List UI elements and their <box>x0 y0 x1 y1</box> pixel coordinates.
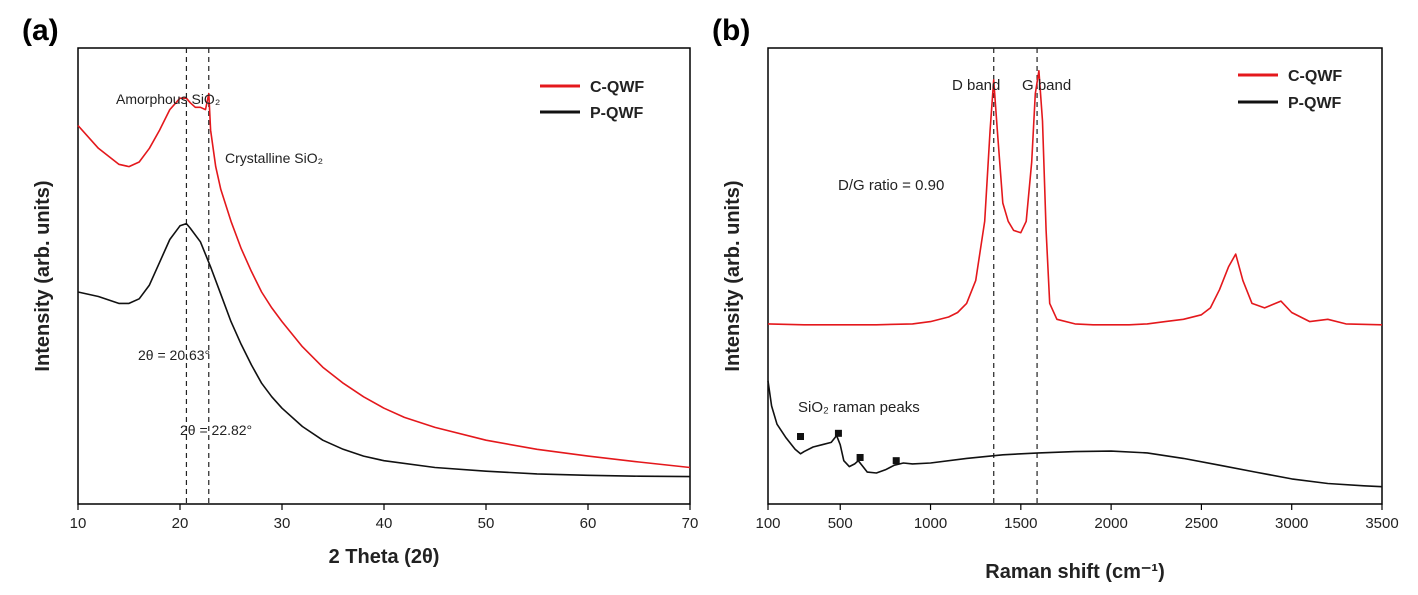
legend-a: C-QWF P-QWF <box>540 79 644 122</box>
legend-b: C-QWF P-QWF <box>1238 68 1342 112</box>
x-tick-label-a-1: 20 <box>172 515 189 532</box>
series-line-p-qwf-b <box>767 380 1383 488</box>
x-tick-label-a-0: 10 <box>70 515 87 532</box>
annotation-amorphous: Amorphous SiO₂ <box>116 91 220 107</box>
annotation-crystalline: Crystalline SiO₂ <box>225 150 323 166</box>
x-tick-label-b-5: 2500 <box>1185 515 1218 532</box>
annotation-g-band: G band <box>1022 77 1071 94</box>
legend-label-p-qwf-a: P-QWF <box>590 105 644 122</box>
x-tick-label-a-3: 40 <box>376 515 393 532</box>
annotation-dg-ratio: D/G ratio = 0.90 <box>838 177 944 194</box>
x-tick-label-a-5: 60 <box>580 515 597 532</box>
plot-frame-b <box>767 47 1383 505</box>
sio2-peak-marker-2 <box>856 453 864 461</box>
series-line-c-qwf-b <box>767 70 1383 326</box>
panel-b: (b) 100 500 1000 1500 2000 2500 3000 3500 Raman… <box>712 14 1399 583</box>
sio2-peak-marker-0 <box>797 433 805 441</box>
x-tick-label-b-0: 100 <box>755 515 780 532</box>
x-tick-label-a-6: 70 <box>682 515 699 532</box>
legend-label-c-qwf-a: C-QWF <box>590 79 644 96</box>
x-tick-label-b-1: 500 <box>828 515 853 532</box>
panel-a: (a) 10 20 30 40 50 60 70 2 Theta (2θ) Intensit… <box>22 14 698 568</box>
y-axis-title-a: Intensity (arb. units) <box>32 180 54 371</box>
x-tick-label-b-6: 3000 <box>1275 515 1308 532</box>
x-tick-label-a-2: 30 <box>274 515 291 532</box>
sio2-peak-marker-1 <box>834 429 842 437</box>
panel-label-a: (a) <box>22 14 59 47</box>
x-tick-label-b-3: 1500 <box>1004 515 1037 532</box>
legend-label-p-qwf-b: P-QWF <box>1288 95 1342 112</box>
annotation-2theta-20: 2θ = 20.63° <box>138 347 210 363</box>
annotation-2theta-22: 2θ = 22.82° <box>180 422 252 438</box>
x-tick-label-b-2: 1000 <box>914 515 947 532</box>
x-tick-label-a-4: 50 <box>478 515 495 532</box>
x-tick-label-b-7: 3500 <box>1365 515 1398 532</box>
legend-label-c-qwf-b: C-QWF <box>1288 68 1342 85</box>
series-line-c-qwf-a <box>77 92 691 469</box>
x-axis-title-b: Raman shift (cm⁻¹) <box>985 561 1164 583</box>
annotation-sio2-raman: SiO₂ raman peaks <box>798 399 920 416</box>
panel-label-b: (b) <box>712 14 750 47</box>
y-axis-title-b: Intensity (arb. units) <box>722 180 744 371</box>
x-axis-title-a: 2 Theta (2θ) <box>329 546 440 568</box>
annotation-d-band: D band <box>952 77 1000 94</box>
x-tick-label-b-4: 2000 <box>1094 515 1127 532</box>
sio2-peak-marker-3 <box>892 457 900 465</box>
series-line-p-qwf-a <box>77 222 691 478</box>
